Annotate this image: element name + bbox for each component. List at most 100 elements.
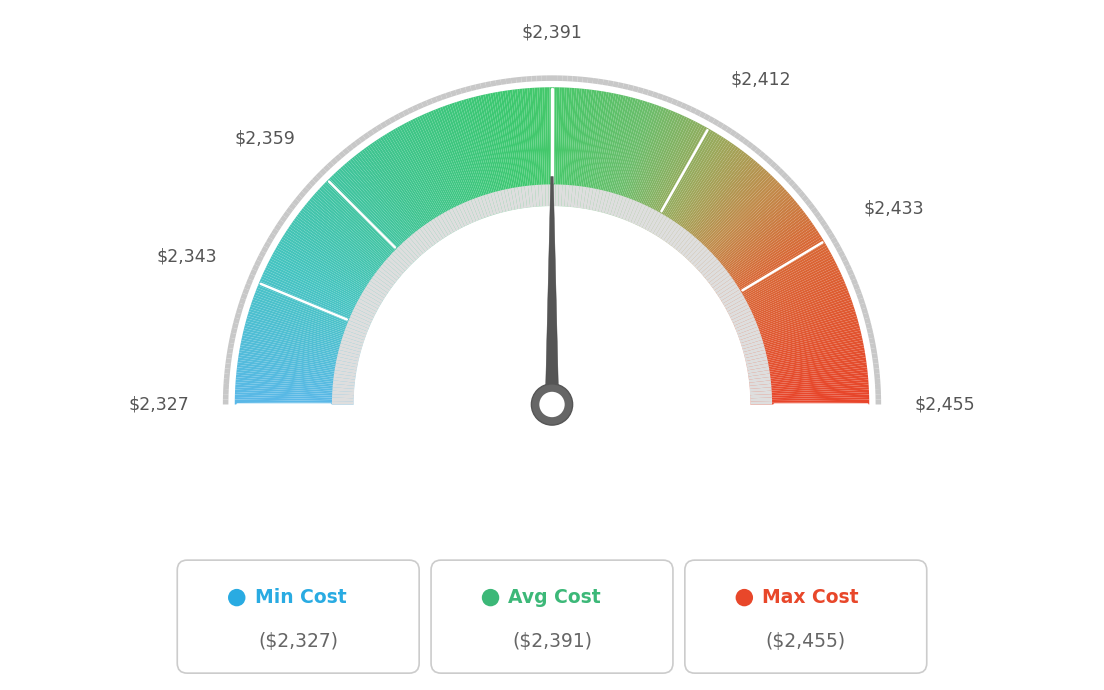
Wedge shape (431, 110, 478, 221)
Wedge shape (333, 377, 355, 383)
Wedge shape (400, 126, 458, 230)
Wedge shape (235, 395, 353, 400)
Wedge shape (253, 297, 365, 339)
Wedge shape (735, 320, 756, 331)
Wedge shape (492, 92, 517, 210)
Wedge shape (697, 187, 785, 270)
Wedge shape (238, 353, 357, 373)
Wedge shape (652, 92, 659, 99)
Wedge shape (740, 304, 853, 343)
Wedge shape (241, 293, 247, 299)
Wedge shape (341, 339, 362, 349)
Wedge shape (696, 186, 783, 268)
Wedge shape (237, 365, 355, 381)
Wedge shape (323, 164, 330, 172)
Wedge shape (766, 157, 774, 165)
Wedge shape (620, 107, 665, 219)
Wedge shape (711, 273, 730, 288)
Wedge shape (743, 321, 859, 354)
Wedge shape (502, 91, 522, 208)
Wedge shape (847, 269, 854, 276)
Wedge shape (332, 384, 354, 389)
Wedge shape (698, 189, 787, 271)
Wedge shape (750, 380, 771, 386)
Wedge shape (704, 264, 724, 281)
Wedge shape (538, 185, 543, 206)
Wedge shape (730, 308, 751, 320)
Wedge shape (758, 151, 766, 159)
Wedge shape (329, 177, 414, 263)
Wedge shape (482, 95, 510, 211)
Wedge shape (242, 335, 359, 363)
Wedge shape (235, 400, 353, 403)
Wedge shape (240, 345, 358, 369)
Wedge shape (742, 311, 856, 348)
Wedge shape (425, 222, 440, 242)
Text: $2,391: $2,391 (521, 23, 583, 41)
Wedge shape (862, 313, 870, 319)
Wedge shape (238, 298, 246, 304)
Wedge shape (267, 263, 374, 317)
Wedge shape (744, 350, 766, 358)
Wedge shape (725, 250, 830, 309)
Wedge shape (678, 235, 694, 254)
Wedge shape (464, 99, 498, 214)
Wedge shape (784, 175, 792, 183)
Wedge shape (241, 340, 358, 366)
Wedge shape (817, 215, 825, 223)
Wedge shape (647, 90, 654, 97)
Wedge shape (446, 210, 459, 230)
Wedge shape (225, 358, 232, 364)
Wedge shape (298, 212, 394, 286)
Wedge shape (332, 397, 353, 402)
Wedge shape (347, 144, 353, 152)
Wedge shape (563, 88, 572, 206)
Wedge shape (733, 314, 754, 326)
Wedge shape (486, 81, 491, 88)
Wedge shape (229, 337, 235, 344)
Wedge shape (382, 262, 401, 278)
Wedge shape (709, 270, 728, 286)
Wedge shape (404, 123, 460, 229)
Wedge shape (734, 281, 845, 328)
Wedge shape (300, 210, 395, 284)
Wedge shape (611, 101, 648, 215)
Wedge shape (542, 75, 546, 81)
Text: Min Cost: Min Cost (255, 588, 347, 607)
Wedge shape (613, 81, 618, 88)
Wedge shape (342, 165, 422, 256)
Wedge shape (552, 87, 554, 206)
Wedge shape (279, 215, 287, 223)
Wedge shape (655, 132, 718, 235)
Wedge shape (749, 357, 866, 377)
Wedge shape (577, 186, 583, 208)
Wedge shape (860, 303, 867, 309)
Wedge shape (716, 121, 724, 128)
Wedge shape (371, 126, 379, 134)
Wedge shape (395, 128, 455, 233)
Wedge shape (661, 139, 729, 239)
Wedge shape (687, 172, 769, 260)
Wedge shape (386, 257, 405, 273)
Wedge shape (728, 258, 835, 315)
Wedge shape (455, 206, 468, 226)
Wedge shape (223, 394, 229, 400)
Wedge shape (480, 82, 487, 89)
Wedge shape (505, 189, 512, 211)
Wedge shape (511, 188, 518, 210)
Wedge shape (666, 145, 736, 243)
Wedge shape (659, 138, 726, 239)
Wedge shape (584, 92, 606, 209)
Wedge shape (517, 89, 532, 208)
Wedge shape (257, 286, 369, 331)
Wedge shape (643, 208, 655, 229)
Wedge shape (746, 345, 864, 369)
Wedge shape (411, 119, 465, 227)
Wedge shape (651, 130, 713, 234)
Wedge shape (606, 99, 640, 214)
Wedge shape (242, 288, 250, 295)
Wedge shape (737, 295, 850, 337)
Wedge shape (750, 387, 869, 395)
Wedge shape (732, 272, 841, 323)
Wedge shape (629, 112, 678, 222)
